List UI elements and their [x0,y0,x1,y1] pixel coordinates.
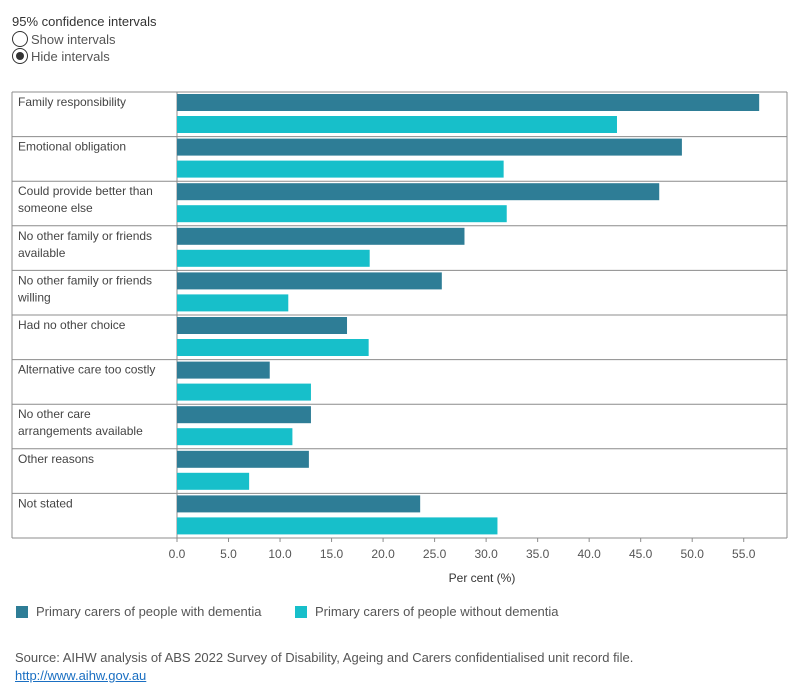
x-tick-label: 35.0 [526,547,550,561]
legend-label-without-dementia: Primary carers of people without dementi… [315,604,559,619]
bar-dementia [177,361,270,379]
bar-without-dementia [177,249,370,267]
legend-swatch-dementia [16,605,28,618]
bar-without-dementia [177,205,507,223]
show-intervals-option[interactable]: Show intervals [12,31,116,47]
bar-without-dementia [177,383,311,401]
x-tick-label: 40.0 [577,547,601,561]
hide-intervals-option[interactable]: Hide intervals [12,48,110,64]
radio-unselected-icon[interactable] [12,31,28,47]
bar-chart: Family responsibility Emotional obligatio… [11,91,788,585]
category-label: Emotional obligation [18,140,126,154]
x-tick-label: 15.0 [320,547,344,561]
show-intervals-label: Show intervals [31,31,116,47]
legend-item-dementia[interactable]: Primary carers of people with dementia [16,604,261,619]
bar-without-dementia [177,472,250,490]
radio-selected-icon[interactable] [12,48,28,64]
legend-swatch-without-dementia [295,605,307,618]
x-tick-label: 30.0 [474,547,498,561]
category-label: Had no other choice [18,318,126,332]
x-tick-label: 20.0 [371,547,395,561]
bar-dementia [177,406,311,424]
x-tick-label: 50.0 [681,547,705,561]
bar-without-dementia [177,116,617,133]
bar-dementia [177,227,465,245]
legend-label-dementia: Primary carers of people with dementia [36,604,262,619]
category-label: No other family or friends willing [17,273,152,304]
bar-without-dementia [177,339,369,356]
x-tick-label: 0.0 [169,547,186,561]
bar-without-dementia [177,428,293,446]
category-label: Alternative care too costly [18,363,155,377]
x-tick-label: 55.0 [732,547,756,561]
bar-without-dementia [177,294,289,312]
confidence-intervals-title: 95% confidence intervals [12,14,157,29]
legend-item-without-dementia[interactable]: Primary carers of people without dementi… [295,604,559,619]
bar-dementia [177,183,660,201]
source-link[interactable]: http://www.aihw.gov.au [15,668,147,683]
x-tick-label: 45.0 [629,547,653,561]
bar-dementia [177,272,442,290]
hide-intervals-label: Hide intervals [31,48,110,64]
category-label: Family responsibility [18,95,126,109]
category-label: Could provide better than someone else [18,184,153,215]
bar-dementia [177,138,682,156]
category-label: Not stated [18,496,73,510]
bar-dementia [177,317,348,334]
bar-dementia [177,495,421,513]
category-label: No other care arrangements available [18,407,143,438]
bar-without-dementia [177,517,498,535]
source-note: Source: AIHW analysis of ABS 2022 Survey… [15,650,634,665]
x-tick-label: 25.0 [423,547,447,561]
x-tick-label: 10.0 [268,547,292,561]
category-label: No other family or friends available [18,229,152,260]
bar-without-dementia [177,160,504,178]
bar-dementia [177,94,760,111]
x-tick-label: 5.0 [220,547,237,561]
category-label: Other reasons [18,452,94,466]
bar-dementia [177,450,309,468]
x-axis-title: Per cent (%) [449,571,516,585]
